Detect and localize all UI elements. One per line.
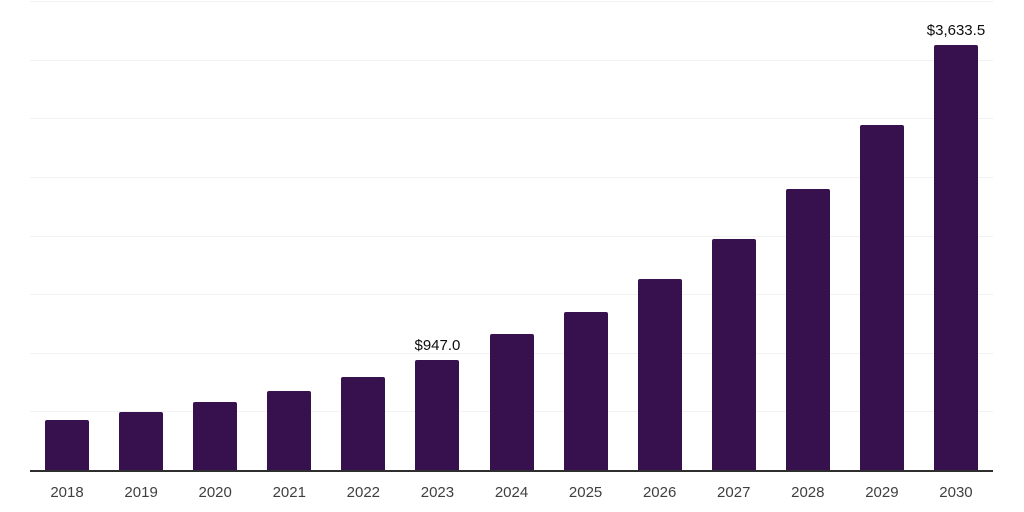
bar (119, 411, 164, 471)
gridline (30, 176, 993, 178)
bar-slot-2025 (549, 2, 623, 471)
x-tick-label: 2025 (568, 484, 603, 501)
bar-slot-2020 (178, 2, 252, 471)
bar (563, 312, 608, 471)
x-tick-label: 2022 (346, 484, 381, 501)
x-tick-label: 2024 (494, 484, 529, 501)
bar (785, 189, 830, 471)
x-tick-label: 2030 (939, 484, 973, 501)
bar-slot-2030: $3,633.5 (919, 2, 993, 471)
bar (859, 125, 904, 471)
bar-slot-2019 (104, 2, 178, 471)
bar (711, 239, 756, 471)
bars-row: $947.0 $3,633.5 (30, 2, 993, 471)
x-tick-label: 2021 (272, 484, 306, 501)
bar (193, 402, 238, 471)
gridline (30, 294, 993, 296)
bar (933, 44, 978, 471)
bar (45, 420, 90, 471)
bar (341, 376, 386, 471)
x-tick-label: 2027 (717, 484, 751, 501)
bar (267, 390, 312, 471)
x-tick-label: 2018 (50, 484, 84, 501)
gridline (30, 59, 993, 61)
bar-slot-2028 (771, 2, 845, 471)
bar (637, 279, 682, 471)
x-tick-label: 2028 (791, 484, 825, 501)
gridline (30, 235, 993, 237)
x-tick-label: 2026 (642, 484, 677, 501)
bar-slot-2029 (845, 2, 919, 471)
bar-slot-2023: $947.0 (400, 2, 474, 471)
bar-slot-2022 (326, 2, 400, 471)
x-axis-line (30, 470, 993, 472)
bar-value-label: $947.0 (414, 336, 461, 354)
x-tick-label: 2020 (198, 484, 232, 501)
bar-slot-2018 (30, 2, 104, 471)
bar-slot-2027 (697, 2, 771, 471)
bar-slot-2026 (623, 2, 697, 471)
bar-slot-2024 (474, 2, 548, 471)
bar-value-label: $3,633.5 (926, 21, 986, 39)
plot-area: $947.0 $3,633.5 (30, 1, 993, 472)
gridline (30, 118, 993, 120)
gridline (30, 1, 993, 2)
bar (415, 359, 460, 471)
x-tick-label: 2029 (865, 484, 899, 501)
bar-slot-2021 (252, 2, 326, 471)
x-axis-tick-labels: 2018 2019 2020 2021 2022 2023 2024 2025 2026 2027… (30, 484, 993, 501)
x-tick-label: 2023 (420, 484, 455, 501)
bar (489, 334, 534, 471)
x-tick-label: 2019 (124, 484, 158, 501)
